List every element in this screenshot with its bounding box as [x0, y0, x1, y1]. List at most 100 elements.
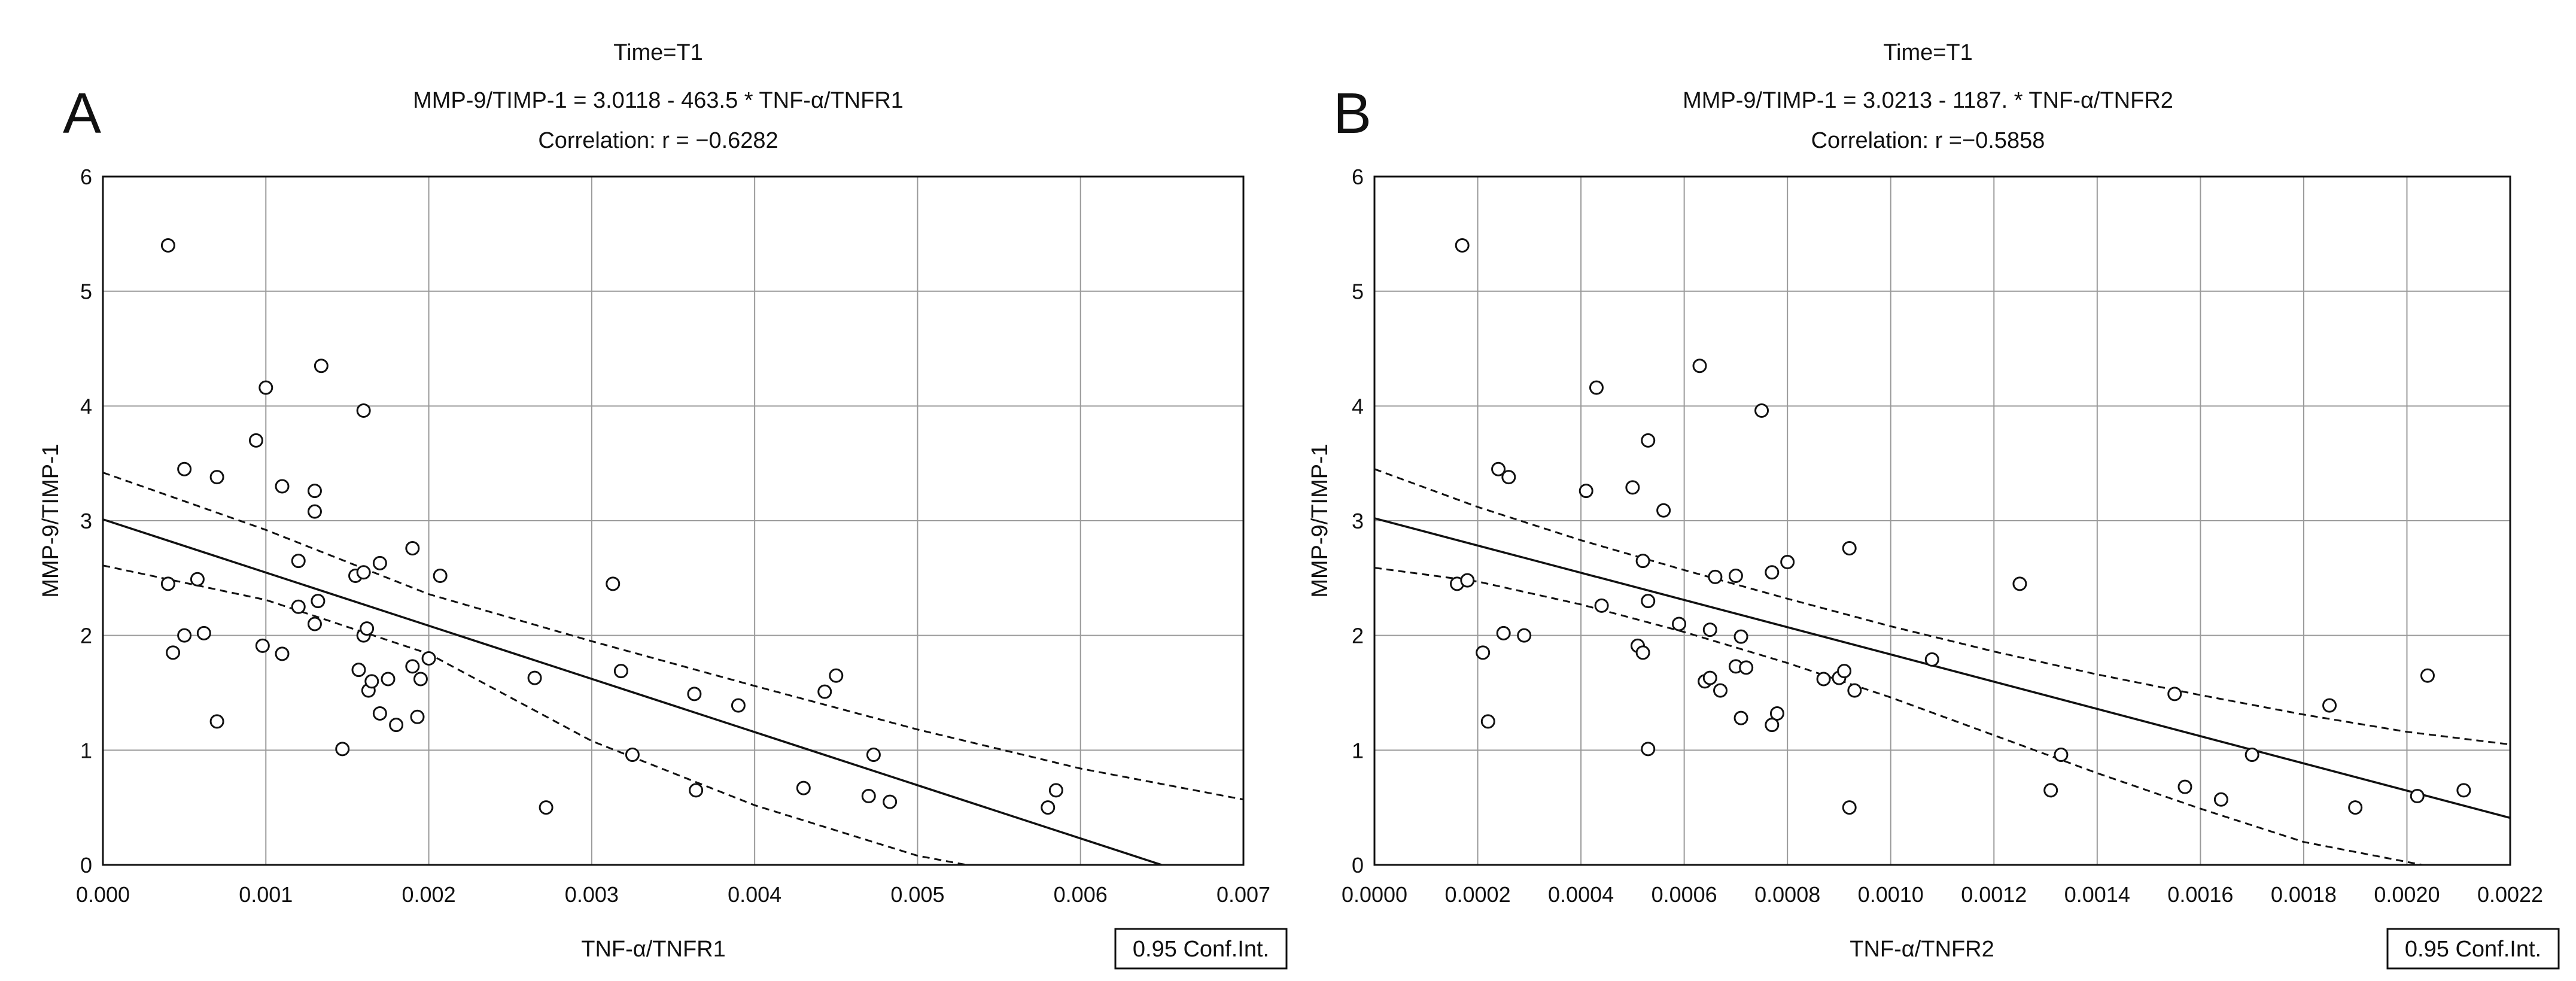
panel-b-title-line-1: Time=T1 — [1883, 40, 1973, 65]
panel-a-x-tick-label: 0.001 — [239, 882, 293, 907]
panel-a-y-tick-label: 4 — [80, 394, 92, 418]
panel-a-data-point — [389, 718, 404, 733]
panel-b-x-tick-label: 0.0012 — [1961, 882, 2027, 907]
panel-b-legend-text: 0.95 Conf.Int. — [2405, 937, 2541, 962]
panel-a-data-point — [381, 672, 396, 687]
panel-a-data-point — [307, 616, 322, 631]
panel-a-data-point — [360, 621, 375, 636]
panel-a-data-point — [796, 780, 811, 795]
panel-a-data-point — [209, 470, 224, 485]
panel-a-y-tick-label: 6 — [80, 165, 92, 189]
panel-a-data-point — [311, 594, 326, 609]
panel-b-x-tick-label: 0.0010 — [1858, 882, 1924, 907]
panel-a-data-point — [160, 576, 175, 591]
panel-b-x-tick-label: 0.0006 — [1652, 882, 1717, 907]
panel-b-data-point — [1579, 484, 1593, 499]
panel-a-data-point — [160, 238, 175, 253]
panel-b-data-point — [1496, 625, 1511, 640]
panel-b-data-point — [2410, 789, 2425, 803]
panel-b-data-point — [1739, 660, 1754, 675]
panel-a-x-tick-label: 0.000 — [76, 882, 130, 907]
panel-b-data-point — [1728, 569, 1743, 583]
panel-b-data-point — [1713, 683, 1728, 698]
panel-a-data-points — [160, 238, 1063, 815]
panel-b-y-tick-label: 4 — [1352, 394, 1364, 418]
panel-b-title-line-3: Correlation: r =−0.5858 — [1811, 128, 2045, 153]
panel-b-data-point — [1733, 629, 1748, 644]
panel-b-x-tick-label: 0.0018 — [2271, 882, 2337, 907]
panel-b-data-point — [2177, 779, 2192, 794]
panel-b-data-point — [2167, 687, 2182, 701]
panel-a-data-point — [166, 645, 181, 660]
panel-a-data-point — [258, 380, 273, 395]
panel-a-y-tick-label: 0 — [80, 853, 92, 877]
panel-b-legend-box — [2386, 928, 2560, 970]
panel-b-data-point — [2420, 668, 2435, 683]
panel-a-y-tick-label: 1 — [80, 738, 92, 763]
panel-a-data-point — [625, 748, 640, 762]
panel-b-data-point — [1641, 594, 1656, 609]
panel-a-x-tick-label: 0.004 — [728, 882, 781, 907]
panel-b-ci-upper — [1374, 468, 2511, 746]
panel-b-data-point — [1780, 555, 1795, 569]
panel-a-data-point — [255, 638, 270, 653]
panel-b-confidence-bands — [1374, 468, 2511, 866]
panel-b-data-point — [2348, 800, 2363, 815]
panel-b-data-point — [1769, 706, 1784, 721]
panel-a-x-tick-label: 0.007 — [1216, 882, 1270, 907]
panel-a-data-point — [731, 698, 746, 713]
panel-a-letter: A — [63, 81, 101, 145]
panel-b-data-point — [1455, 238, 1470, 253]
panel-a-plot-frame — [102, 175, 1245, 866]
panel-b-data-point — [1842, 541, 1857, 555]
panel-b-x-tick-label: 0.0002 — [1444, 882, 1510, 907]
panel-a-x-tick-label: 0.006 — [1054, 882, 1108, 907]
panel-b-x-tick-label: 0.0020 — [2374, 882, 2440, 907]
panel-b-data-point — [1517, 628, 1532, 643]
panel-a-data-point — [413, 672, 428, 687]
panel-a-data-point — [248, 433, 263, 448]
panel-b-plot-frame — [1373, 175, 2511, 866]
panel-b-data-point — [1754, 403, 1769, 418]
panel-a-data-point — [209, 714, 224, 729]
panel-b-fit-line — [1374, 517, 2511, 819]
panel-a-data-point — [689, 783, 704, 798]
panel-a-data-point — [356, 403, 371, 418]
panel-a-regression-line — [102, 518, 1162, 866]
panel-b-data-point — [1635, 554, 1650, 569]
panel-a-data-point — [606, 576, 621, 591]
panel-b-y-tick-label: 5 — [1352, 280, 1364, 304]
panel-b-data-point — [1491, 461, 1506, 476]
panel-b-x-tick-label: 0.0014 — [2064, 882, 2130, 907]
panel-a-ci-lower — [102, 564, 967, 866]
panel-b-data-point — [1641, 742, 1656, 757]
panel-a-data-point — [1048, 783, 1063, 798]
panel-b: B Time=T1 MMP-9/TIMP-1 = 3.0213 - 1187. … — [1307, 40, 2560, 970]
panel-b-data-point — [1672, 616, 1687, 631]
panel-a-data-point — [372, 706, 387, 721]
panel-a-data-point — [866, 748, 881, 762]
panel-a-data-point — [275, 479, 290, 494]
panel-a-y-tick-label: 3 — [80, 509, 92, 533]
panel-a-data-point — [861, 789, 876, 803]
panel-a-data-point — [307, 504, 322, 519]
panel-a-data-point — [687, 687, 702, 701]
panel-b-data-points — [1450, 238, 2471, 815]
panel-b-data-point — [2012, 576, 2027, 591]
panel-b-x-tick-label: 0.0004 — [1548, 882, 1614, 907]
panel-b-x-tick-label: 0.0016 — [2167, 882, 2233, 907]
panel-b-data-point — [1837, 664, 1852, 679]
panel-b-y-tick-label: 3 — [1352, 509, 1364, 533]
panel-a-title-line-3: Correlation: r = −0.6282 — [538, 128, 778, 153]
panel-a-legend-box — [1114, 928, 1288, 970]
panel-b-data-point — [1635, 645, 1650, 660]
panel-b-x-tick-label: 0.0008 — [1754, 882, 1820, 907]
panel-b-data-point — [1924, 652, 1939, 667]
panel-b-y-tick-label: 0 — [1352, 853, 1364, 877]
panel-b-data-point — [1765, 718, 1780, 733]
panel-a-data-point — [410, 709, 425, 724]
panel-a-x-tick-label: 0.005 — [890, 882, 944, 907]
panel-b-data-point — [1842, 800, 1857, 815]
panel-a-data-point — [372, 555, 387, 570]
panel-a-title-line-1: Time=T1 — [613, 40, 703, 65]
